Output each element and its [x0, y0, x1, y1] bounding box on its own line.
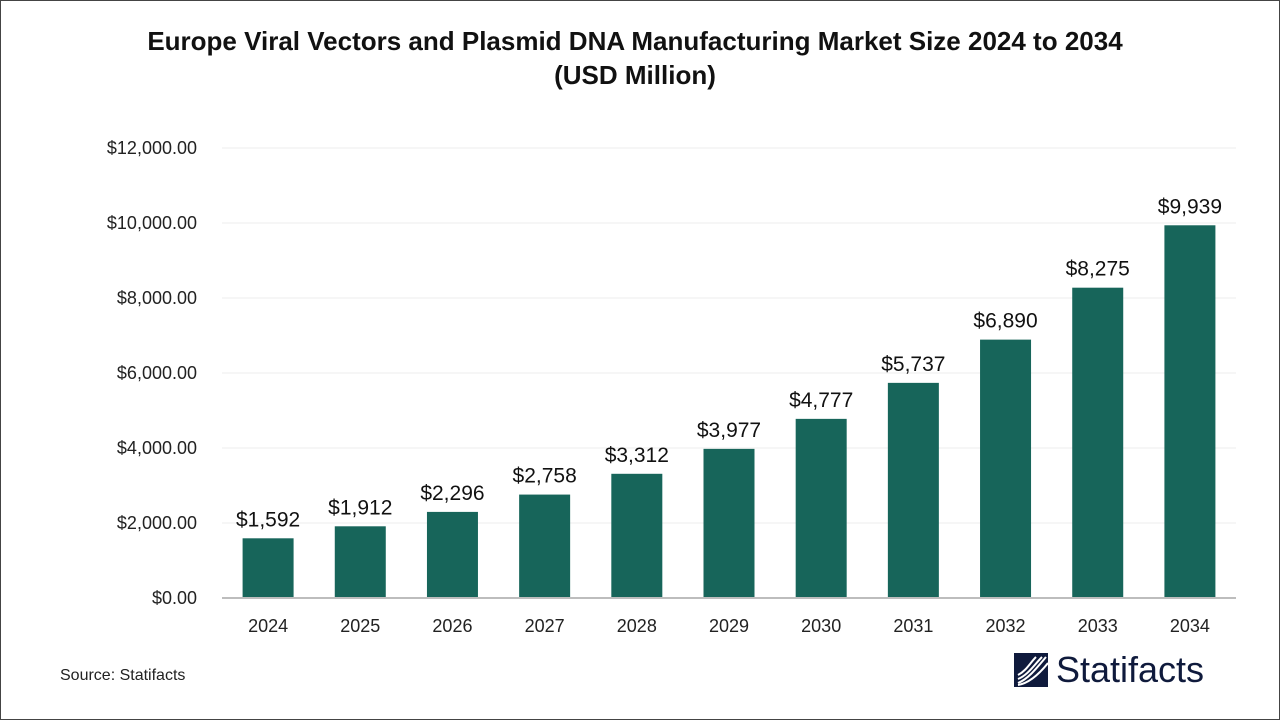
y-tick-label: $8,000.00	[117, 288, 197, 308]
x-tick-label: 2025	[340, 616, 380, 636]
y-tick-label: $6,000.00	[117, 363, 197, 383]
x-tick-label: 2029	[709, 616, 749, 636]
bar	[242, 538, 294, 598]
bar	[1072, 287, 1124, 598]
statifacts-logo-icon	[1014, 653, 1048, 687]
data-label: $1,912	[328, 496, 392, 519]
data-label: $3,312	[605, 444, 669, 467]
x-tick-label: 2033	[1078, 616, 1118, 636]
statifacts-logo: Statifacts	[1014, 652, 1204, 688]
bar	[795, 418, 847, 598]
x-tick-label: 2030	[801, 616, 841, 636]
x-tick-label: 2028	[617, 616, 657, 636]
chart-title: Europe Viral Vectors and Plasmid DNA Man…	[0, 24, 1270, 92]
statifacts-logo-text: Statifacts	[1056, 649, 1205, 690]
x-tick-label: 2024	[248, 616, 288, 636]
x-tick-label: 2032	[986, 616, 1026, 636]
bar	[887, 382, 939, 598]
bar	[980, 339, 1032, 598]
chart-subtitle: (USD Million)	[554, 60, 716, 90]
y-tick-label: $4,000.00	[117, 438, 197, 458]
data-label: $5,737	[881, 353, 945, 376]
bar	[611, 473, 663, 598]
data-label: $2,758	[513, 465, 577, 488]
bar	[426, 511, 478, 598]
y-tick-label: $0.00	[152, 588, 197, 608]
data-label: $8,275	[1066, 258, 1130, 281]
x-tick-label: 2031	[893, 616, 933, 636]
bar	[519, 494, 571, 598]
data-label: $3,977	[697, 419, 761, 442]
data-label: $6,890	[973, 310, 1037, 333]
data-label: $2,296	[420, 482, 484, 505]
y-tick-label: $12,000.00	[107, 138, 197, 158]
y-tick-label: $2,000.00	[117, 513, 197, 533]
source-note: Source: Statifacts	[60, 667, 186, 684]
bar	[334, 526, 386, 598]
x-tick-label: 2026	[432, 616, 472, 636]
data-label: $1,592	[236, 508, 300, 531]
bar	[703, 448, 755, 598]
bar	[1164, 225, 1216, 598]
x-tick-label: 2034	[1170, 616, 1210, 636]
data-label: $9,939	[1158, 195, 1222, 218]
chart-title-main: Europe Viral Vectors and Plasmid DNA Man…	[147, 26, 1123, 56]
data-label: $4,777	[789, 389, 853, 412]
y-tick-label: $10,000.00	[107, 213, 197, 233]
x-tick-label: 2027	[525, 616, 565, 636]
